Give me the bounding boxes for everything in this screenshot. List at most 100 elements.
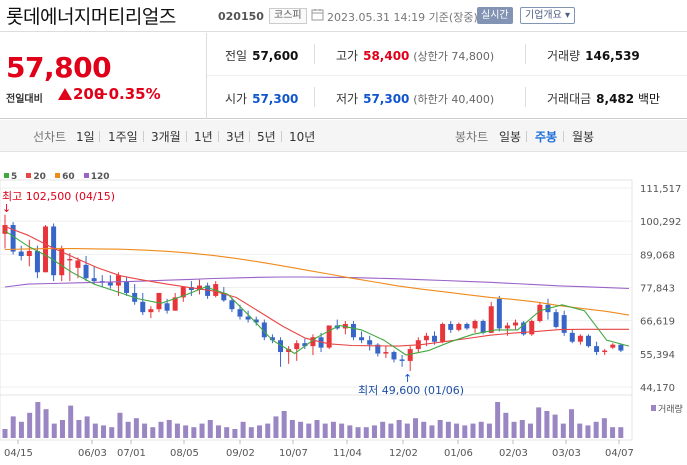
tab-period-1d[interactable]: 1일 bbox=[76, 130, 95, 144]
volume-bar bbox=[380, 421, 386, 438]
candle-body bbox=[18, 251, 24, 257]
x-tick-label: 10/07 bbox=[279, 448, 308, 459]
x-tick-label: 12/02 bbox=[389, 448, 418, 459]
divider bbox=[186, 131, 187, 142]
divider bbox=[525, 87, 526, 107]
candle-body bbox=[164, 303, 170, 311]
high-label: 고가 bbox=[336, 49, 359, 63]
calendar-icon bbox=[311, 9, 324, 21]
candle-body bbox=[529, 321, 535, 335]
prev-close: 전일 57,600 bbox=[225, 47, 298, 64]
volume-bar bbox=[257, 425, 263, 438]
candle-body bbox=[391, 352, 397, 360]
low-label: 저가 bbox=[336, 92, 359, 106]
prev-close-label: 전일 bbox=[225, 49, 248, 63]
volume-bar bbox=[585, 425, 591, 438]
volume-bar bbox=[240, 421, 246, 438]
volume-bar bbox=[298, 421, 304, 438]
candle-body bbox=[188, 287, 194, 290]
candle-body bbox=[286, 349, 292, 353]
min-price-label: 최저 49,600 (01/06) bbox=[358, 384, 464, 397]
amount-label: 거래대금 bbox=[547, 92, 592, 106]
tab-candle-weekly[interactable]: 주봉 bbox=[535, 130, 558, 144]
x-tick-label: 03/03 bbox=[552, 448, 581, 459]
y-tick-label: 66,619 bbox=[640, 317, 675, 328]
current-price: 57,800 bbox=[6, 51, 112, 84]
candle-body bbox=[261, 322, 267, 338]
candle-body bbox=[367, 340, 373, 345]
quote-datetime: 2023.05.31 14:19 기준(장중) bbox=[327, 11, 478, 24]
volume-bar bbox=[388, 423, 394, 438]
tab-period-10y[interactable]: 10년 bbox=[289, 130, 316, 144]
weekly-candle-chart[interactable]: 111,517 100,292 89,068 77,843 66,619 55,394 44… bbox=[0, 160, 687, 465]
volume-bar bbox=[109, 427, 115, 438]
volume-bar bbox=[10, 416, 16, 438]
volume-bar bbox=[527, 423, 533, 438]
candle-body bbox=[148, 309, 154, 313]
candle-body bbox=[375, 344, 381, 354]
x-tick-label: 08/05 bbox=[170, 448, 199, 459]
volume-bar bbox=[150, 427, 156, 438]
x-tick-label: 02/03 bbox=[499, 448, 528, 459]
volume-bar bbox=[158, 421, 164, 438]
quote-panel: 57,800 전일대비 200 +0.35% 전일 57,600 고가 58,400… bbox=[0, 33, 687, 119]
x-tick-label: 06/03 bbox=[78, 448, 107, 459]
volume-bar bbox=[224, 427, 230, 438]
x-tick-label: 01/06 bbox=[444, 448, 473, 459]
candle-body bbox=[464, 323, 470, 329]
candle-body bbox=[34, 250, 40, 273]
volume-bar bbox=[437, 420, 443, 438]
volume-bar bbox=[248, 427, 254, 438]
tab-period-3m[interactable]: 3개월 bbox=[151, 130, 181, 144]
price-change: 200 bbox=[58, 85, 104, 103]
candle-body bbox=[115, 275, 121, 286]
volume-bar bbox=[601, 418, 607, 438]
candle-body bbox=[561, 315, 567, 333]
volume-bar bbox=[92, 423, 98, 438]
legend-label: 20 bbox=[33, 172, 46, 182]
tab-period-5y[interactable]: 5년 bbox=[257, 130, 276, 144]
divider bbox=[143, 131, 144, 142]
divider bbox=[249, 131, 250, 142]
realtime-button[interactable]: 실시간 bbox=[477, 7, 513, 24]
volume-bar bbox=[322, 423, 328, 438]
candle-body bbox=[488, 306, 494, 333]
volume-bar bbox=[27, 412, 33, 438]
volume-bar bbox=[536, 407, 542, 438]
tab-period-3y[interactable]: 3년 bbox=[226, 130, 245, 144]
divider bbox=[99, 131, 100, 142]
candle-body bbox=[448, 323, 454, 330]
volume-bar bbox=[35, 402, 41, 438]
tab-period-1w[interactable]: 1주일 bbox=[108, 130, 138, 144]
candle-body bbox=[496, 298, 502, 329]
high-price: 고가 58,400 (상한가 74,800) bbox=[336, 47, 494, 64]
ma5-line bbox=[4, 230, 630, 356]
divider bbox=[563, 131, 564, 142]
company-overview-button[interactable]: 기업개요 ▾ bbox=[520, 7, 575, 24]
tab-period-1y[interactable]: 1년 bbox=[194, 130, 213, 144]
stock-name[interactable]: 롯데에너지머티리얼즈 bbox=[6, 6, 176, 28]
volume-bar bbox=[289, 420, 295, 438]
volume-bar bbox=[363, 427, 369, 438]
open-label: 시가 bbox=[225, 92, 248, 106]
divider bbox=[526, 131, 527, 142]
tab-candle-monthly[interactable]: 월봉 bbox=[572, 130, 595, 144]
volume-bar bbox=[610, 427, 616, 438]
x-tick-label: 07/01 bbox=[117, 448, 146, 459]
candle-body bbox=[172, 297, 178, 311]
candle-body bbox=[67, 258, 73, 261]
volume-bar bbox=[18, 421, 24, 438]
tab-candle-daily[interactable]: 일봉 bbox=[499, 130, 522, 144]
volume-bar bbox=[59, 420, 65, 438]
candle-body bbox=[537, 304, 543, 322]
quote-stats: 전일 57,600 고가 58,400 (상한가 74,800) 거래량 146,53… bbox=[206, 33, 687, 119]
volume-bar bbox=[462, 425, 468, 438]
ma20-line bbox=[4, 225, 629, 347]
candle-body bbox=[180, 287, 186, 298]
volume-bar bbox=[265, 423, 271, 438]
max-price-label: 최고 102,500 (04/15) bbox=[2, 190, 115, 203]
candle-body bbox=[504, 325, 510, 329]
high-value: 58,400 bbox=[363, 49, 410, 63]
candle-body bbox=[553, 312, 559, 327]
